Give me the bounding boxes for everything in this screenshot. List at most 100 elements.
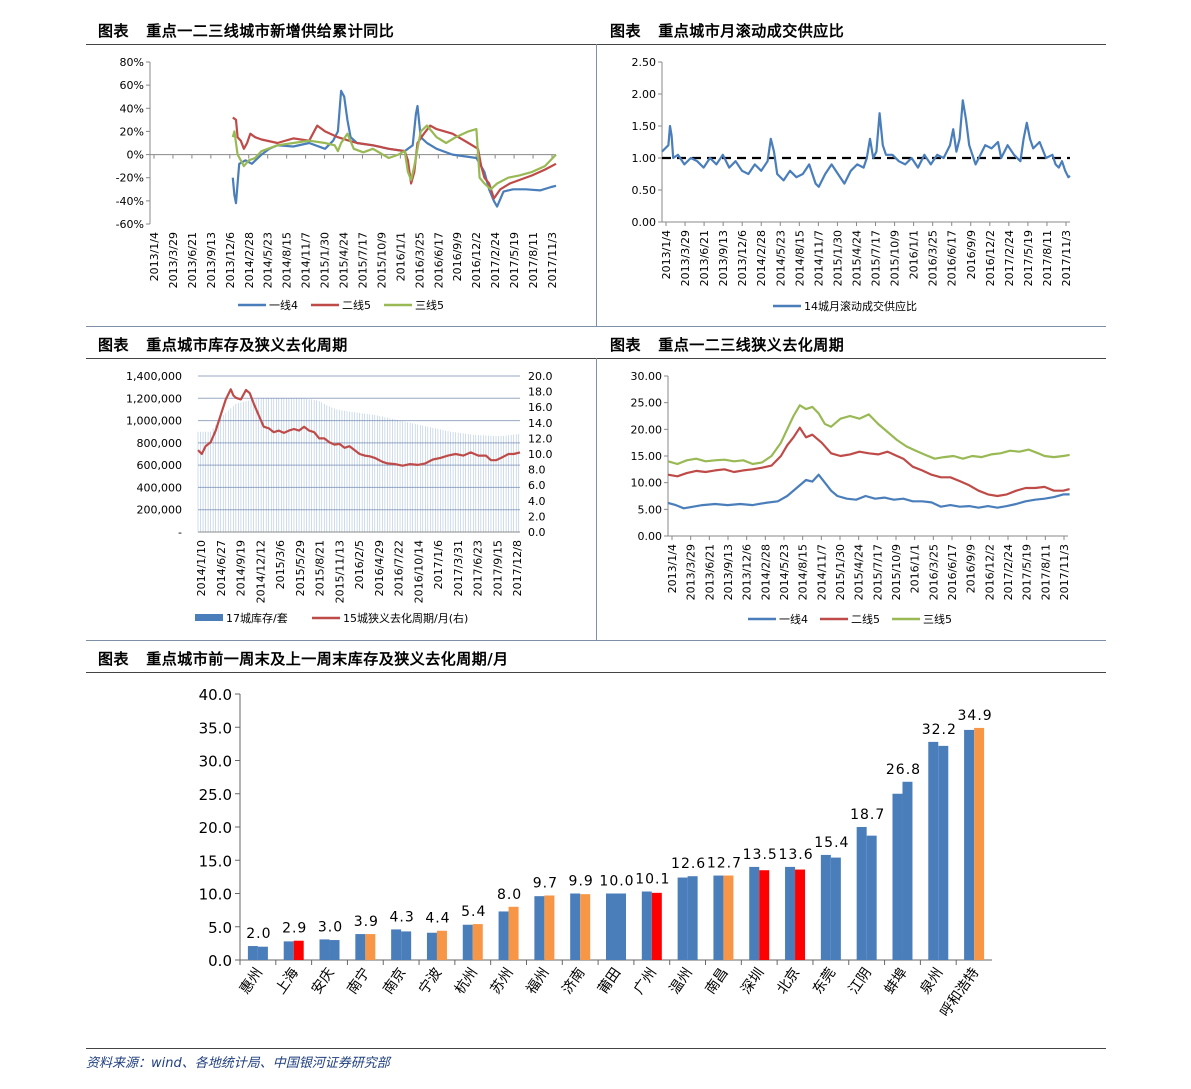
y-tick-label: 2.50: [632, 56, 657, 69]
x-tick-label: 2016/9/9: [965, 544, 978, 593]
y-tick-label: 5.00: [638, 503, 663, 516]
x-tick-label: 2013/1/4: [148, 232, 161, 281]
bar-last-week: [866, 835, 877, 960]
category-label: 南宁: [344, 965, 374, 998]
y-tick-label: 0.0: [208, 952, 232, 970]
x-tick-label: 2015/4/24: [850, 230, 863, 286]
bar-last-week: [580, 894, 591, 960]
x-tick-label: 2015/4/24: [853, 544, 866, 600]
bar-last-week: [257, 946, 268, 960]
x-tick-label: 2015/10/9: [890, 544, 903, 600]
x-tick-label: 2013/9/13: [722, 544, 735, 600]
x-tick-label: 2015/7/17: [870, 230, 883, 286]
y-left-tick-label: 1,200,000: [126, 392, 182, 405]
data-label: 10.0: [599, 874, 634, 890]
x-tick-label: 2013/3/29: [167, 232, 180, 288]
x-tick-label: 2016/3/25: [413, 232, 426, 288]
y-right-tick-label: 6.0: [528, 479, 546, 492]
category-label: 上海: [273, 965, 302, 997]
bar-last-week: [544, 895, 555, 960]
y-right-tick-label: 0.0: [528, 526, 546, 539]
category-label: 江阴: [846, 965, 875, 997]
series-line-15城狭义去化周期/月(右): [197, 388, 521, 467]
x-tick-label: 2016/10/14: [412, 540, 425, 603]
panel-divider-middle: [596, 358, 597, 640]
bar-last-week: [830, 857, 841, 960]
data-label: 2.0: [246, 926, 271, 942]
legend-label: 一线4: [779, 612, 808, 626]
title-text: 重点一二三线狭义去化周期: [658, 336, 845, 354]
data-label: 10.1: [635, 872, 670, 888]
bar-prev-week: [570, 893, 581, 960]
data-label: 5.4: [461, 904, 486, 920]
bar-last-week: [293, 940, 304, 960]
x-tick-label: 2017/2/24: [489, 232, 502, 288]
category-label: 宁波: [415, 965, 445, 998]
x-tick-label: 2013/9/13: [205, 232, 218, 288]
x-tick-label: 2016/7/22: [393, 540, 406, 596]
x-tick-label: 2013/1/4: [666, 544, 679, 593]
y-tick-label: 5.0: [208, 919, 232, 937]
category-label: 南京: [380, 965, 409, 997]
category-label: 深圳: [738, 965, 767, 997]
x-tick-label: 2016/3/25: [927, 230, 940, 286]
x-tick-label: 2015/11/13: [333, 540, 346, 603]
series-line-二线5: [232, 116, 557, 200]
x-tick-label: 2014/11/7: [812, 230, 825, 286]
x-tick-label: 2015/5/29: [294, 540, 307, 596]
x-tick-label: 2017/2/24: [1003, 230, 1016, 286]
x-tick-label: 2017/12/8: [511, 540, 524, 596]
data-label: 9.9: [569, 874, 594, 890]
x-tick-label: 2016/12/2: [984, 230, 997, 286]
x-tick-label: 2013/3/29: [679, 230, 692, 286]
x-tick-label: 2013/6/21: [186, 232, 199, 288]
y-tick-label: 25.0: [199, 786, 232, 804]
legend-label: 二线5: [851, 612, 880, 626]
x-tick-label: 2013/12/6: [741, 544, 754, 600]
panel-title-tier-cycle: 图表 重点一二三线狭义去化周期: [610, 334, 844, 355]
y-tick-label: 0.00: [638, 530, 663, 543]
x-tick-label: 2017/6/23: [472, 540, 485, 596]
x-tick-label: 2017/9/15: [491, 540, 504, 596]
y-right-tick-label: 14.0: [528, 417, 553, 430]
y-tick-label: 0.50: [632, 184, 657, 197]
panel-divider-top: [596, 44, 597, 326]
x-tick-label: 2013/1/4: [660, 230, 673, 279]
bar-last-week: [938, 745, 949, 960]
y-tick-label: 0.00: [632, 216, 657, 229]
bar-last-week: [436, 930, 447, 960]
y-right-tick-label: 16.0: [528, 401, 553, 414]
bar-prev-week: [355, 934, 366, 960]
x-tick-label: 2017/1/6: [432, 540, 445, 589]
x-tick-label: 2017/5/19: [1022, 230, 1035, 286]
bar-last-week: [723, 875, 734, 960]
x-tick-label: 2015/1/30: [319, 232, 332, 288]
y-tick-label: 40%: [120, 102, 144, 115]
y-right-tick-label: 2.0: [528, 510, 546, 523]
x-tick-label: 2017/3/31: [452, 540, 465, 596]
bar-prev-week: [606, 893, 616, 960]
panel-divider-h1: [86, 326, 1106, 327]
title-prefix: 图表: [98, 22, 130, 40]
category-label: 安庆: [309, 965, 338, 997]
x-tick-label: 2013/3/29: [685, 544, 698, 600]
data-label: 4.4: [425, 911, 450, 927]
series-line-14城月滚动成交供应比: [661, 99, 1071, 188]
category-label: 广州: [631, 965, 660, 997]
series-line-三线5: [231, 124, 557, 191]
category-label: 泉州: [917, 965, 947, 998]
legend-label: 三线5: [415, 298, 444, 312]
y-left-tick-label: -: [178, 526, 182, 539]
x-tick-label: 2015/7/17: [356, 232, 369, 288]
x-tick-label: 2016/6/17: [432, 232, 445, 288]
rule-source: [86, 1048, 1106, 1049]
data-label: 8.0: [497, 887, 522, 903]
source-note: 资料来源：wind、各地统计局、中国银河证券研究部: [86, 1056, 390, 1071]
bar-last-week: [472, 924, 483, 960]
y-tick-label: 20.00: [631, 423, 663, 436]
data-label: 2.9: [282, 921, 307, 937]
bar-last-week: [329, 940, 340, 960]
series-line-二线5: [667, 426, 1070, 498]
x-tick-label: 2014/11/7: [300, 232, 313, 288]
